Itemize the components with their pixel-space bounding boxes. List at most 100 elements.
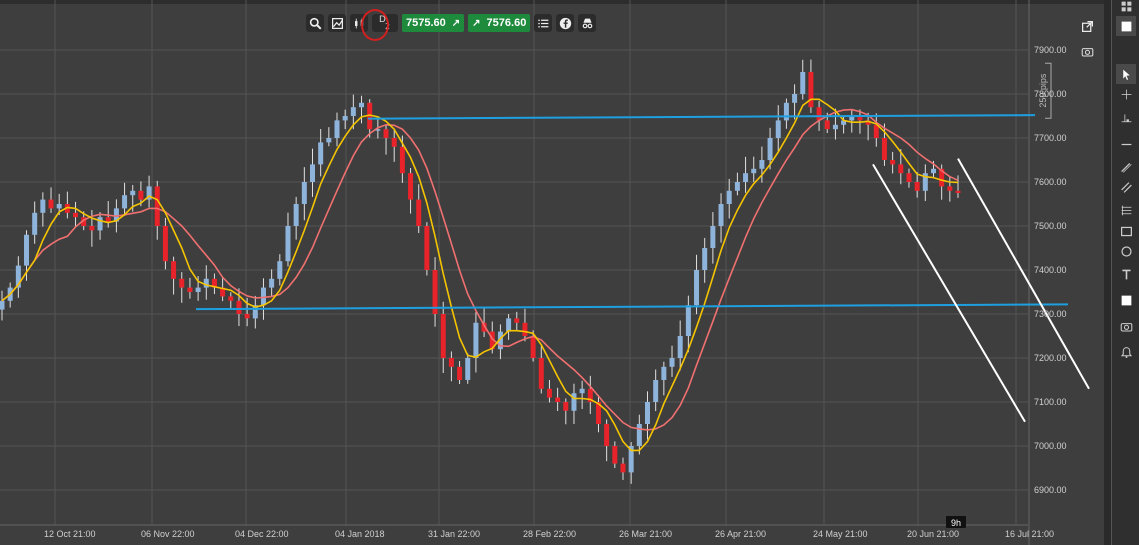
candle-body xyxy=(930,168,936,174)
candle-body xyxy=(873,124,879,138)
candle-body xyxy=(718,204,724,226)
candle-body xyxy=(800,72,806,94)
splitter[interactable] xyxy=(1104,0,1111,545)
candle-body xyxy=(162,226,168,262)
candle-body xyxy=(285,226,291,262)
sell-price-button[interactable]: 7575.60 ↗ xyxy=(402,14,465,32)
layout-grid-icon[interactable] xyxy=(1116,0,1136,16)
top-bar xyxy=(0,0,1104,4)
candle-body xyxy=(530,336,536,358)
candle-body xyxy=(146,186,152,200)
candle-body xyxy=(555,397,561,402)
text-icon[interactable] xyxy=(1116,264,1136,284)
candle-body xyxy=(595,402,601,424)
candle-body xyxy=(538,358,544,389)
candle-body xyxy=(399,146,405,174)
square-icon[interactable] xyxy=(1116,16,1136,36)
candle-body xyxy=(881,138,887,160)
buy-price-button[interactable]: ↗ 7576.60 xyxy=(468,14,531,32)
time-badge-bg xyxy=(946,516,966,528)
y-axis-label: 7700.00 xyxy=(1034,133,1067,143)
indicators-icon[interactable] xyxy=(328,14,346,32)
candle-body xyxy=(489,331,495,350)
candle-body xyxy=(24,234,30,266)
candle-body xyxy=(375,129,381,131)
channel-icon[interactable] xyxy=(1116,177,1136,197)
x-axis-label: 04 Jan 2018 xyxy=(335,529,385,539)
candle-body xyxy=(309,164,315,182)
camera-icon[interactable] xyxy=(1078,42,1096,60)
pips-label: 250 pips xyxy=(1038,73,1048,108)
candle-body xyxy=(350,107,356,116)
popout-icon[interactable] xyxy=(1078,17,1096,35)
candle-body xyxy=(726,190,732,204)
candle-body xyxy=(424,226,430,270)
crosshair-icon[interactable] xyxy=(1116,84,1136,104)
candle-body xyxy=(432,270,438,314)
candle-body xyxy=(612,446,618,464)
trend-line-icon[interactable] xyxy=(1116,157,1136,177)
candle-body xyxy=(653,380,659,402)
facebook-icon[interactable] xyxy=(556,14,575,32)
y-axis-label: 7500.00 xyxy=(1034,221,1067,231)
y-axis-label: 7800.00 xyxy=(1034,89,1067,99)
incognito-icon[interactable] xyxy=(578,14,597,32)
zoom-icon[interactable] xyxy=(306,14,324,32)
candle-body xyxy=(203,278,209,288)
y-axis-label: 7400.00 xyxy=(1034,265,1067,275)
y-axis-label: 7900.00 xyxy=(1034,45,1067,55)
candle-body xyxy=(743,173,749,182)
candle-body xyxy=(40,199,46,213)
candle-body xyxy=(734,182,740,191)
candle-body xyxy=(416,199,422,226)
candle-body xyxy=(367,102,373,130)
alert-bell-icon[interactable] xyxy=(1116,342,1136,362)
candle-body xyxy=(751,168,757,174)
candle-body xyxy=(179,278,185,288)
candle-body xyxy=(465,358,471,380)
candle-body xyxy=(113,208,119,222)
candle-body xyxy=(0,300,5,310)
candle-body xyxy=(448,358,454,367)
candle-body xyxy=(645,402,651,424)
rectangle-icon[interactable] xyxy=(1116,221,1136,241)
candle-body xyxy=(857,116,863,121)
candle-body xyxy=(620,463,626,473)
fast-moving-average xyxy=(1,98,959,452)
price-chart[interactable]: 250 pips 7900.00 7800.00 7700.00 7600.00 7500… xyxy=(0,0,1104,545)
circle-icon[interactable] xyxy=(1116,241,1136,261)
candle-body xyxy=(105,217,111,222)
candle-body xyxy=(514,318,520,323)
chart-area[interactable]: 250 pips 7900.00 7800.00 7700.00 7600.00 7500… xyxy=(0,0,1104,545)
candle-body xyxy=(73,212,79,218)
anchor-line-icon[interactable] xyxy=(1116,108,1136,128)
candle-body xyxy=(457,366,463,380)
x-axis-label: 31 Jan 22:00 xyxy=(428,529,480,539)
channel-lower-line xyxy=(872,163,1026,423)
candle-body xyxy=(506,318,512,332)
candle-body xyxy=(571,393,577,411)
x-axis-label: 16 Jul 21:00 xyxy=(1005,529,1054,539)
horizontal-line-icon[interactable] xyxy=(1116,134,1136,154)
candle-body xyxy=(32,212,38,235)
candle-body xyxy=(211,278,217,288)
list-icon[interactable] xyxy=(534,14,553,32)
candle-body xyxy=(955,190,961,193)
candle-body xyxy=(816,107,822,121)
candle-body xyxy=(579,388,585,394)
candle-body xyxy=(97,217,103,231)
fibonacci-icon[interactable] xyxy=(1116,200,1136,220)
fill-icon[interactable] xyxy=(1116,290,1136,310)
candle-body xyxy=(898,164,904,174)
candle-body xyxy=(187,287,193,292)
screenshot-icon[interactable] xyxy=(1116,316,1136,336)
candle-body xyxy=(277,261,283,279)
cursor-icon[interactable] xyxy=(1116,64,1136,84)
candle-body xyxy=(906,173,912,182)
candle-body xyxy=(293,204,299,226)
x-axis-label: 24 May 21:00 xyxy=(813,529,868,539)
pips-bracket xyxy=(1045,62,1052,119)
candle-body xyxy=(269,278,275,288)
candle-body xyxy=(849,116,855,121)
x-axis-label: 06 Nov 22:00 xyxy=(141,529,195,539)
